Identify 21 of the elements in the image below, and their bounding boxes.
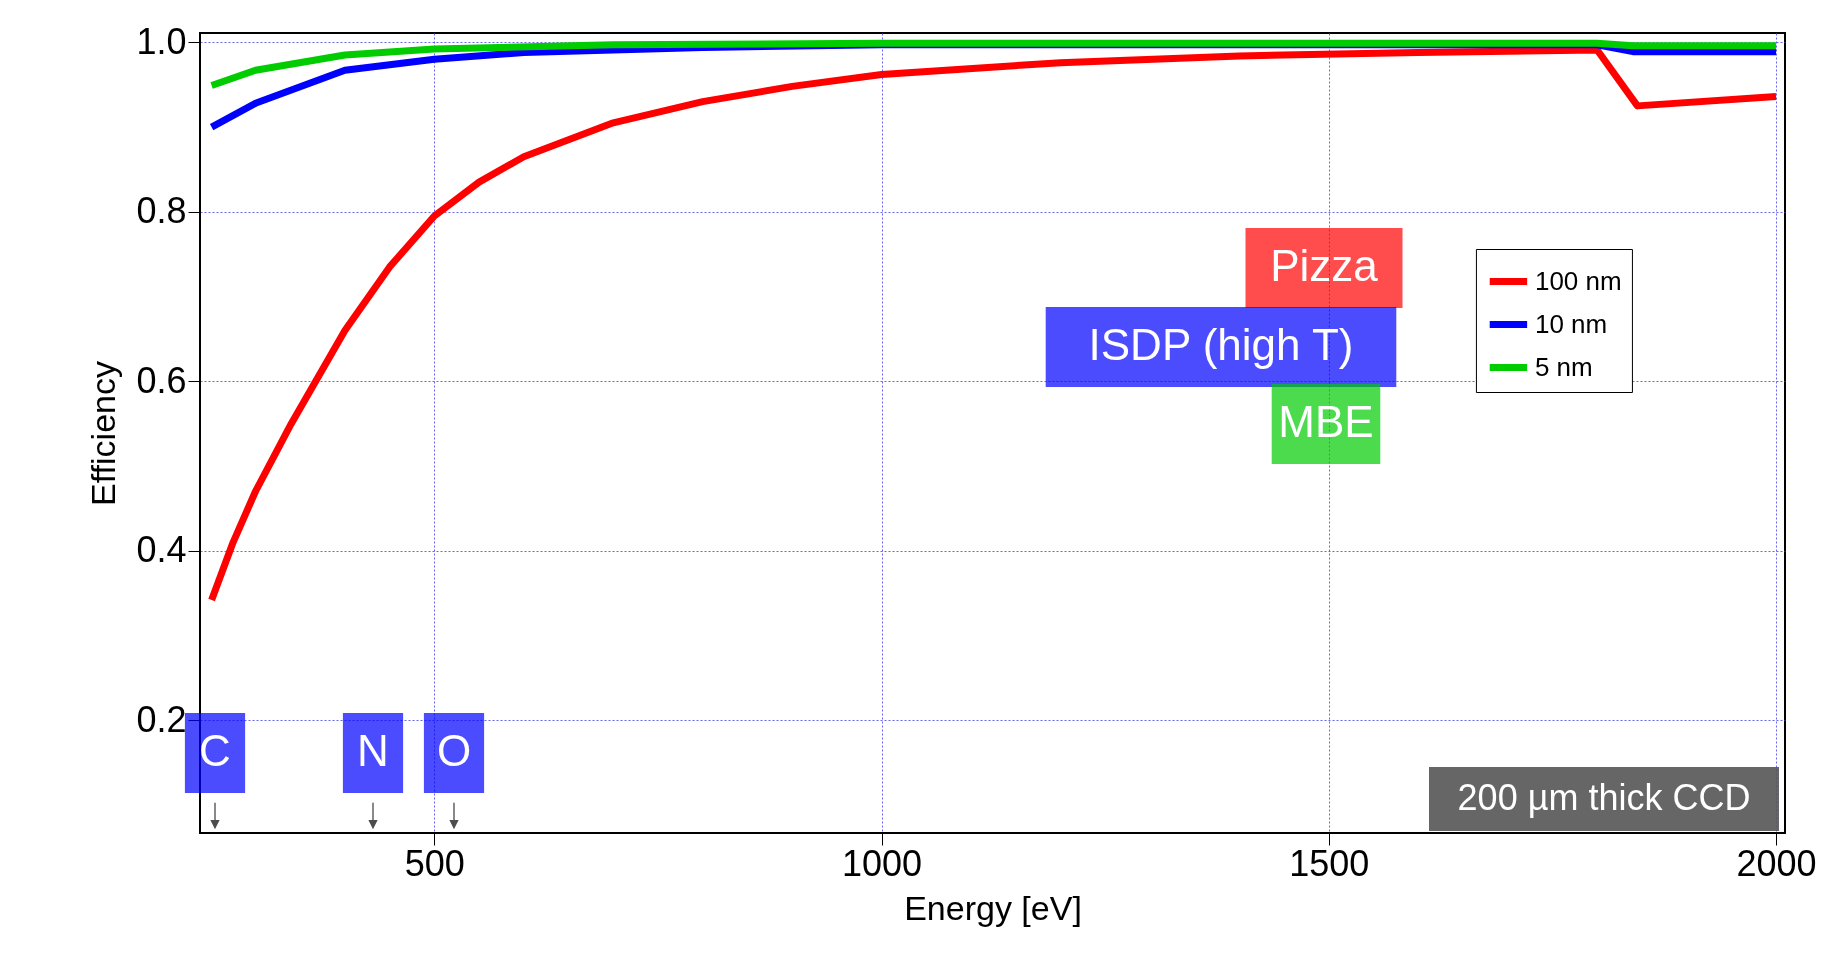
annotation: Pizza — [1270, 241, 1379, 290]
legend-label: 5 nm — [1534, 351, 1593, 382]
legend-label: 100 nm — [1534, 265, 1622, 296]
x-tick-label: 500 — [404, 842, 465, 884]
annotation: MBE — [1278, 397, 1374, 446]
annotation: C — [199, 726, 231, 775]
y-tick-label: 0.2 — [136, 698, 187, 740]
annotation: 200 µm thick CCD — [1457, 777, 1751, 818]
annotation: O — [436, 726, 472, 775]
y-tick-label: 1.0 — [136, 20, 187, 62]
x-tick-label: 1500 — [1289, 842, 1370, 884]
y-tick-label: 0.8 — [136, 190, 187, 232]
x-tick-label: 1000 — [842, 842, 923, 884]
y-tick-label: 0.4 — [136, 529, 187, 571]
y-tick-label: 0.6 — [136, 359, 187, 401]
x-axis-title: Energy [eV] — [904, 888, 1082, 927]
x-tick-label: 2000 — [1736, 842, 1817, 884]
legend-label: 10 nm — [1534, 308, 1608, 339]
y-axis-title: Efficiency — [84, 361, 123, 506]
annotation: N — [357, 726, 389, 775]
annotation: ISDP (high T) — [1088, 320, 1354, 369]
